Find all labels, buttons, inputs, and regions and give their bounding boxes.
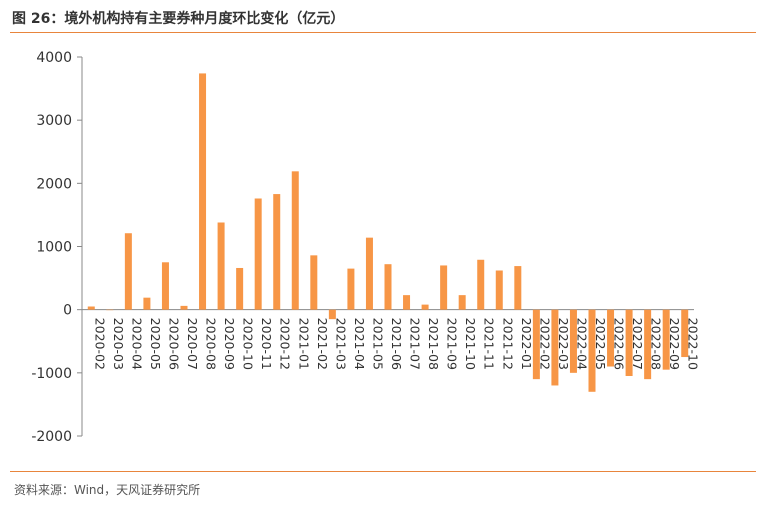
bar (514, 266, 522, 310)
x-tick-label: 2022-06 (612, 318, 627, 370)
bar (532, 309, 540, 380)
bar (365, 237, 373, 310)
y-tick-label: 3000 (36, 113, 72, 129)
x-tick-label: 2020-05 (148, 318, 163, 370)
bar (106, 309, 114, 311)
bar (662, 309, 670, 370)
bar (644, 309, 652, 380)
x-axis-labels: 2020-02 2020-03 2020-04 2020-05 2020-06 2020-… (92, 318, 700, 370)
x-tick-label: 2022-01 (519, 318, 534, 370)
bar (236, 267, 244, 310)
x-tick-label: 2022-04 (574, 318, 589, 370)
y-axis: -2000 -1000 0 1000 2000 3000 4000 (31, 50, 694, 445)
bar (588, 309, 596, 392)
bar (495, 270, 503, 310)
bar (440, 265, 448, 310)
source-divider (10, 471, 756, 472)
bar (310, 255, 318, 310)
bar (291, 171, 299, 310)
bar (328, 309, 336, 320)
x-tick-label: 2021-01 (296, 318, 311, 370)
x-tick-label: 2020-07 (185, 318, 200, 370)
x-tick-label: 2020-12 (278, 318, 293, 370)
x-tick-label: 2021-03 (333, 318, 348, 370)
bars-group (87, 73, 689, 392)
x-tick-label: 2020-10 (241, 318, 256, 370)
source-note: 资料来源：Wind，天风证券研究所 (14, 483, 201, 497)
x-tick-label: 2020-04 (129, 318, 144, 370)
bar (161, 262, 169, 310)
x-tick-label: 2021-11 (482, 318, 497, 370)
y-tick-label: 1000 (36, 240, 72, 256)
y-tick-label: -2000 (31, 429, 72, 445)
bar (458, 295, 466, 310)
bar (254, 198, 262, 310)
x-tick-label: 2021-10 (463, 318, 478, 370)
chart-title: 图 26：境外机构持有主要券种月度环比变化（亿元） (12, 11, 345, 27)
x-tick-label: 2021-05 (370, 318, 385, 370)
x-tick-label: 2022-09 (667, 318, 682, 370)
x-tick-label: 2021-02 (315, 318, 330, 370)
x-tick-label: 2021-09 (445, 318, 460, 370)
bar (625, 309, 633, 376)
x-tick-label: 2022-02 (537, 318, 552, 370)
bar (143, 297, 151, 310)
x-tick-label: 2020-03 (111, 318, 126, 370)
x-tick-label: 2021-04 (352, 318, 367, 370)
bar (273, 194, 281, 310)
x-tick-label: 2021-08 (426, 318, 441, 370)
x-tick-label: 2020-09 (222, 318, 237, 370)
x-tick-label: 2021-06 (389, 318, 404, 370)
y-tick-label: 4000 (36, 50, 72, 66)
bar (87, 306, 95, 310)
bar (124, 233, 132, 310)
x-tick-label: 2022-07 (630, 318, 645, 370)
bar (477, 259, 485, 310)
y-tick-label: -1000 (31, 366, 72, 382)
y-tick-label: 0 (63, 303, 72, 319)
bar (384, 264, 392, 310)
x-tick-label: 2022-10 (686, 318, 701, 370)
bar (569, 309, 577, 373)
x-tick-label: 2020-06 (166, 318, 181, 370)
x-tick-label: 2020-02 (92, 318, 107, 370)
bar (681, 309, 689, 358)
x-tick-label: 2022-08 (649, 318, 664, 370)
bar (180, 305, 188, 310)
bar (403, 295, 411, 310)
title-divider (10, 32, 756, 33)
x-tick-label: 2020-11 (259, 318, 274, 370)
bar (607, 309, 615, 367)
bar (217, 222, 225, 310)
y-tick-label: 2000 (36, 176, 72, 192)
x-tick-label: 2022-03 (556, 318, 571, 370)
bar (199, 73, 207, 310)
x-tick-label: 2020-08 (204, 318, 219, 370)
x-tick-label: 2021-12 (500, 318, 515, 370)
bar (421, 304, 429, 310)
x-tick-label: 2021-07 (408, 318, 423, 370)
bar (551, 309, 559, 386)
bar (347, 268, 355, 310)
x-tick-label: 2022-05 (593, 318, 608, 370)
